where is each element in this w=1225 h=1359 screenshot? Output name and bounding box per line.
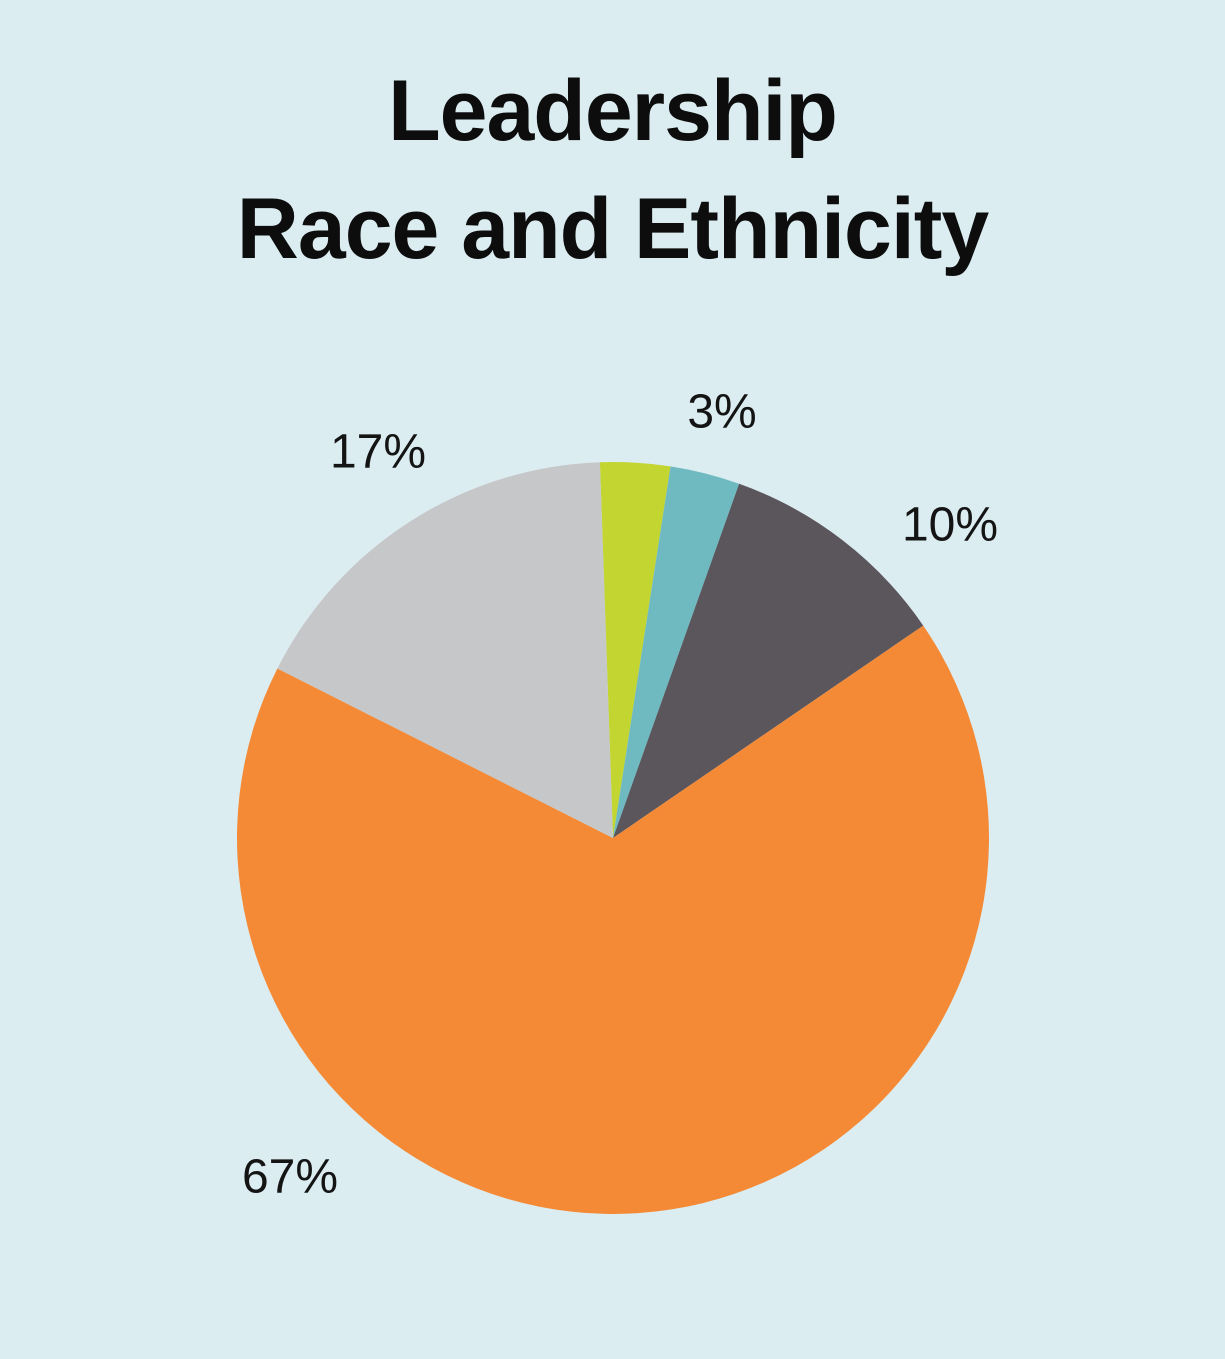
pie-slices: [237, 462, 990, 1215]
pie-slice-0: [599, 462, 671, 838]
chart-title-line-2: Race and Ethnicity: [236, 181, 989, 277]
pie-labels: 3% 10% 67% 17%: [242, 386, 998, 1204]
chart-title-line-1: Leadership: [388, 63, 838, 159]
pie-label-3: 67%: [242, 1151, 338, 1204]
pie-slice-4: [277, 462, 613, 838]
pie-slice-2: [613, 483, 924, 838]
pie-label-4: 17%: [330, 426, 426, 479]
pie-label-2: 10%: [902, 499, 998, 552]
chart-title: Leadership Race and Ethnicity: [0, 52, 1225, 288]
pie-label-1: 3%: [687, 386, 756, 439]
pie-slice-3: [237, 625, 990, 1215]
pie-slice-1: [613, 466, 740, 838]
